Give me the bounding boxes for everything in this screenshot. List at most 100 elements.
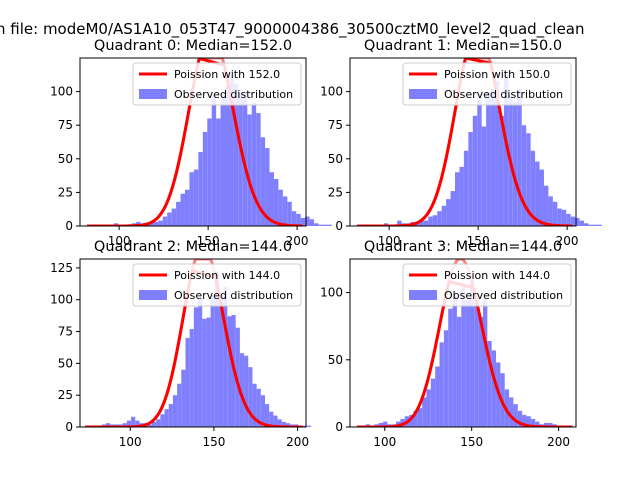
histogram-bar [291, 211, 297, 226]
legend-box [132, 263, 302, 307]
legend-label-poisson: Poission with 144.0 [174, 269, 280, 282]
histogram-bar [126, 420, 132, 427]
histogram-bar [202, 318, 207, 427]
histogram-bar [287, 201, 292, 226]
histogram-bar [579, 220, 585, 226]
histogram-bar [491, 350, 497, 427]
x-tick-label: 150 [467, 234, 490, 248]
histogram-bar [281, 421, 286, 427]
quadrant-0-axes: 100 150 200 0 25 50 75 100 Poission with 152.0 Ob… [50, 38, 332, 248]
y-tick-label: 50 [58, 356, 73, 370]
x-tick-label: 200 [547, 435, 570, 449]
histogram-bar [260, 395, 265, 427]
histogram-bar [461, 287, 466, 427]
histogram-bar [526, 416, 531, 427]
histogram-bar [535, 421, 540, 427]
observed-bars [91, 76, 332, 226]
histogram-bar [244, 355, 249, 427]
y-tick-label: 125 [50, 261, 73, 275]
histogram-bar [302, 425, 307, 427]
axes-frame [349, 258, 577, 428]
histogram-bar [472, 115, 478, 226]
y-tick-label: 100 [320, 85, 343, 99]
legend-bar-swatch [139, 89, 167, 99]
axes-frame [79, 57, 307, 227]
histogram-bar [378, 422, 384, 427]
subplot-title: Quadrant 3: Median=144.0 [364, 239, 562, 255]
y-tick-label: 50 [328, 152, 343, 166]
histogram-bar [247, 114, 252, 226]
x-tick-label: 200 [286, 435, 309, 449]
histogram-bar [487, 340, 492, 427]
histogram-bar [448, 308, 453, 427]
histogram-bar [575, 217, 580, 226]
subplot-title: Quadrant 2: Median=144.0 [94, 239, 292, 255]
histogram-bar [566, 213, 571, 226]
histogram-bar [198, 299, 203, 427]
histogram-bar [131, 416, 136, 427]
histogram-bar [423, 220, 429, 226]
histogram-bar [248, 367, 253, 427]
histogram-bar [469, 280, 475, 427]
x-tick-label: 100 [378, 234, 401, 248]
histogram-bar [164, 409, 169, 427]
legend-label-observed: Observed distribution [444, 289, 563, 302]
y-tick-label: 75 [328, 118, 343, 132]
histogram-bar [441, 205, 447, 226]
quadrant-3-axes: 100 150 200 0 50 100 Poission with 144.0 Observ… [320, 239, 577, 449]
legend-label-poisson: Poission with 152.0 [174, 68, 280, 81]
legend-box [402, 263, 572, 307]
histogram-bar [499, 115, 504, 226]
y-tick-label: 50 [58, 152, 73, 166]
histogram-bar [176, 201, 181, 226]
y-tick-label: 0 [65, 219, 73, 233]
legend-label-observed: Observed distribution [174, 289, 293, 302]
legend-box [402, 62, 572, 106]
legend-bar-swatch [409, 89, 437, 99]
y-tick-label: 100 [50, 293, 73, 307]
y-tick-label: 75 [58, 118, 73, 132]
histogram-bar [459, 166, 464, 226]
histogram-bar [548, 422, 553, 427]
histogram-bar [277, 419, 282, 427]
histogram-bar [413, 410, 418, 427]
x-tick-label: 150 [197, 234, 220, 248]
histogram-bar [265, 148, 270, 226]
legend-bar-swatch [139, 290, 167, 300]
histogram-bar [206, 317, 211, 427]
histogram-bar [482, 299, 488, 427]
histogram-bar [477, 98, 482, 226]
histogram-bar [260, 137, 266, 226]
histogram-bar [478, 316, 483, 427]
histogram-bar [383, 421, 388, 427]
histogram-bar [539, 169, 544, 226]
histogram-bar [468, 131, 473, 226]
histogram-bar [305, 216, 310, 226]
histogram-bar [149, 221, 154, 226]
x-tick-label: 200 [286, 234, 309, 248]
histogram-bar [135, 420, 140, 427]
x-tick-label: 100 [373, 435, 396, 449]
legend: Poission with 150.0 Observed distribution [402, 62, 572, 106]
y-tick-label: 0 [335, 420, 343, 434]
histogram-bar [443, 330, 449, 427]
histogram-bar [167, 212, 172, 226]
histogram-bar [597, 224, 602, 226]
y-tick-label: 100 [50, 85, 73, 99]
histogram-bar [557, 208, 562, 226]
y-tick-label: 0 [335, 219, 343, 233]
histogram-bar [198, 152, 203, 226]
y-tick-label: 75 [58, 325, 73, 339]
legend: Poission with 144.0 Observed distribution [402, 263, 572, 307]
histogram-bar [306, 425, 312, 427]
y-tick-label: 50 [328, 353, 343, 367]
histogram-bar [318, 224, 323, 226]
legend-label-observed: Observed distribution [174, 88, 293, 101]
histogram-bar [181, 369, 186, 427]
histogram-bar [300, 217, 306, 226]
histogram-bar [435, 366, 440, 427]
histogram-bar [105, 423, 111, 427]
y-tick-label: 25 [328, 185, 343, 199]
histogram-bar [160, 414, 165, 427]
